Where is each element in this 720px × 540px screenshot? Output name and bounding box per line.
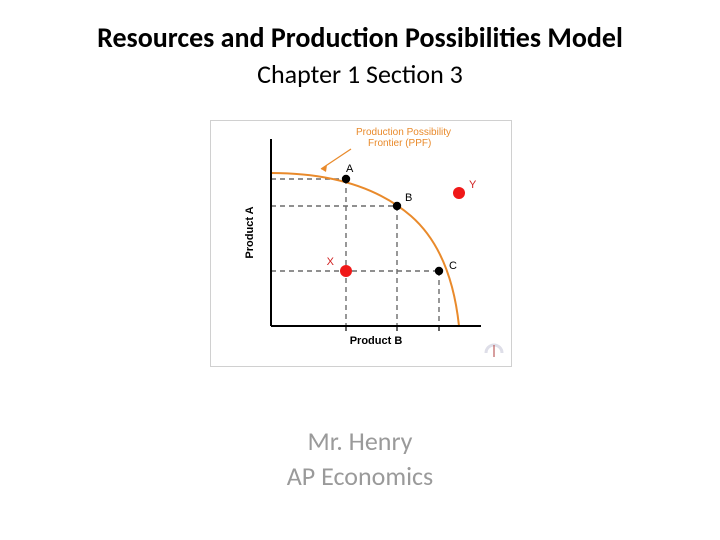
slide: Resources and Production Possibilities M… xyxy=(0,0,720,540)
author-line-1: Mr. Henry xyxy=(0,425,720,457)
svg-text:Frontier (PPF): Frontier (PPF) xyxy=(368,138,431,149)
svg-text:Product B: Product B xyxy=(350,335,403,347)
svg-text:B: B xyxy=(405,192,412,204)
svg-text:C: C xyxy=(449,260,457,272)
svg-text:X: X xyxy=(327,256,335,268)
ppf-chart: Product B Product A Production Possibility… xyxy=(210,120,512,367)
svg-text:Production Possibility: Production Possibility xyxy=(356,127,451,138)
slide-title: Resources and Production Possibilities M… xyxy=(0,20,720,55)
slide-subtitle: Chapter 1 Section 3 xyxy=(0,58,720,90)
svg-text:A: A xyxy=(346,163,354,175)
svg-text:Y: Y xyxy=(469,179,477,191)
svg-text:Product A: Product A xyxy=(244,206,256,258)
ppf-svg: Product B Product A Production Possibility… xyxy=(211,121,511,366)
author-line-2: AP Economics xyxy=(0,460,720,492)
